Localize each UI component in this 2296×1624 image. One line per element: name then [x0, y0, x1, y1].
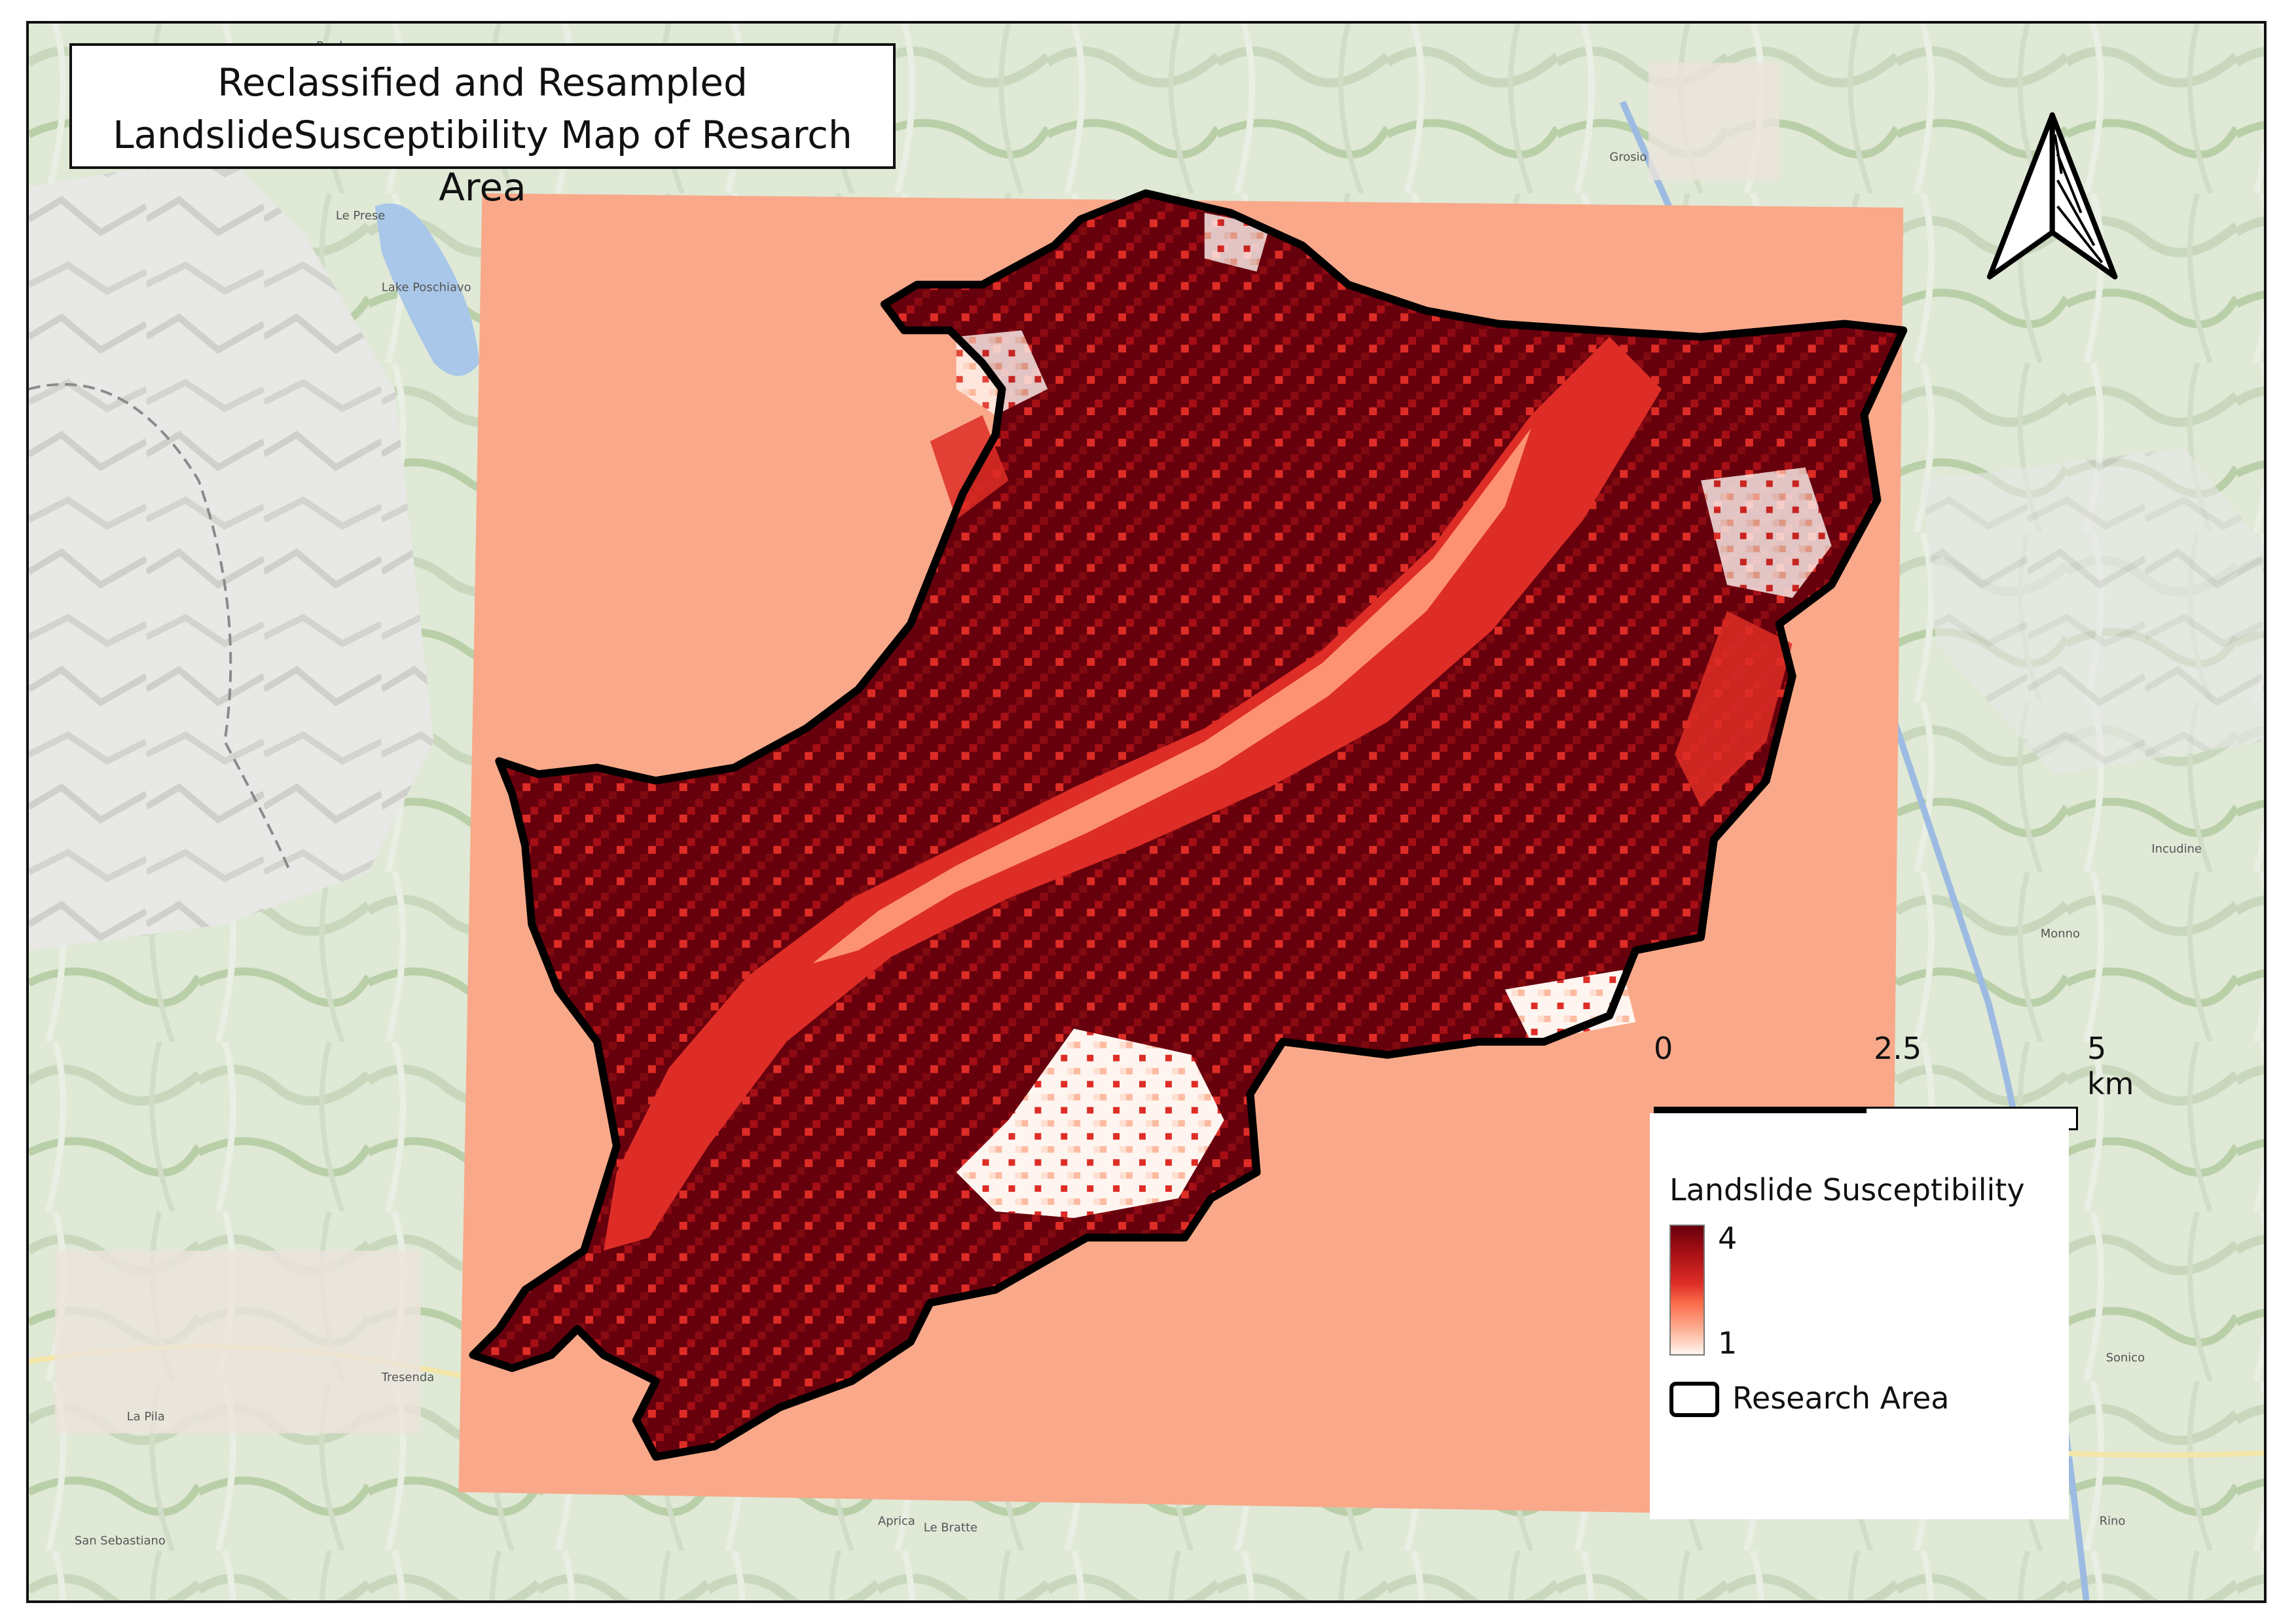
basemap-place-label: Incudine — [2151, 842, 2202, 856]
legend-research-area-label: Research Area — [1732, 1380, 1950, 1416]
low-zone — [1504, 970, 1636, 1042]
lake-poschiavo — [374, 203, 480, 377]
urban-area — [1649, 62, 1779, 181]
low-zone — [1204, 213, 1270, 272]
legend-max-label: 4 — [1718, 1221, 1738, 1256]
map-title-line2: LandslideSusceptibility Map of Resarch A… — [113, 113, 852, 210]
basemap-place-label: Monno — [2041, 927, 2080, 940]
legend-color-ramp — [1669, 1225, 1705, 1356]
legend-research-area-symbol — [1669, 1382, 1719, 1417]
basemap-place-label: Rino — [2100, 1514, 2126, 1528]
north-arrow-icon — [1986, 112, 2118, 280]
mid-zone — [1675, 611, 1793, 807]
basemap-rock-area — [1923, 447, 2264, 775]
scale-label-0: 0 — [1654, 1031, 1673, 1066]
research-area[interactable] — [469, 189, 1908, 1461]
basemap-place-label: Aprica — [878, 1514, 915, 1528]
low-zone — [1701, 467, 1832, 599]
scale-label-end: 5 km — [2087, 1031, 2134, 1101]
boundary-line — [29, 383, 291, 873]
basemap-rock-area — [29, 154, 434, 951]
legend-title: Landslide Susceptibility — [1669, 1172, 2025, 1208]
map-title: Reclassified and Resampled LandslideSusc… — [69, 43, 896, 210]
basemap-place-label: La Pila — [127, 1410, 165, 1424]
basemap-place-label: Sonico — [2106, 1351, 2145, 1365]
basemap-place-label: Lake Poschiavo — [382, 281, 471, 295]
basemap-place-label: San Sebastiano — [75, 1534, 166, 1547]
basemap-place-label: Grosio — [1609, 150, 1647, 164]
urban-area — [54, 1250, 421, 1433]
legend-min-label: 1 — [1718, 1325, 1738, 1361]
low-zone — [956, 1028, 1224, 1218]
basemap-place-label: Tresenda — [381, 1371, 435, 1384]
basemap-place-label: Le Bratte — [924, 1521, 977, 1534]
low-zone — [956, 330, 1048, 416]
valley-core — [812, 428, 1531, 964]
map-title-line1: Reclassified and Resampled — [217, 60, 748, 105]
legend: Landslide Susceptibility 4 1 Research Ar… — [1650, 1113, 2069, 1519]
scale-label-mid: 2.5 — [1874, 1031, 1922, 1066]
basemap-place-label: Le Prese — [336, 209, 385, 223]
research-area-outline — [469, 189, 1908, 1461]
